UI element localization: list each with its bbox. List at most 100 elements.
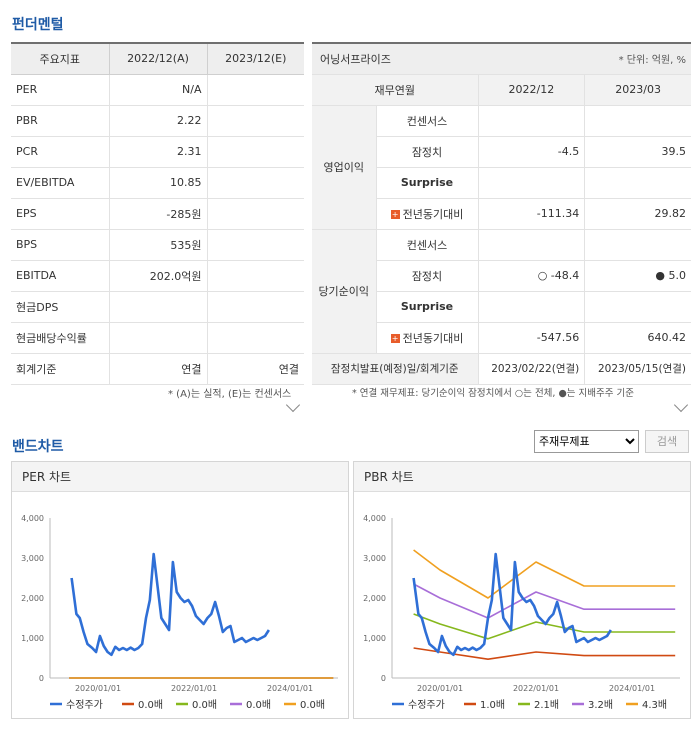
x-tick-label: 2022/01/01 [171,684,217,693]
legend-label: 1.0배 [480,699,505,711]
table-row: 잠정치발표(예정)일/회계기준 2023/02/22(연결) 2023/05/1… [312,353,691,385]
cell-value [206,260,304,292]
fundamentals-note: * (A)는 실적, (E)는 컨센서스 [168,389,292,400]
legend-label: 0.0배 [138,699,163,711]
legend-label: 3.2배 [588,699,613,711]
table-row: Surprise [312,291,691,323]
x-tick-label: 2022/01/01 [513,684,559,693]
cell-value: 연결 [108,353,207,385]
row-label: 잠정치발표(예정)일/회계기준 [312,353,479,385]
series-line-b3 [413,583,676,619]
cell-value [584,105,691,137]
group-label: 영업이익 [312,105,377,230]
cell-value: N/A [108,74,207,106]
chart-title: PBR 차트 [354,462,690,492]
row-label: 회계기준 [11,353,109,385]
col-header: 재무연월 [312,74,478,106]
table-row: 현금배당수익률 [11,322,304,354]
cell-value [206,74,304,106]
table-row: PCR 2.31 [11,136,304,168]
cell-value [206,167,304,199]
cell-value [478,229,586,261]
cell-value: 640.42 [584,322,691,354]
row-label: 현금DPS [11,291,109,323]
chart-title: PER 차트 [12,462,348,492]
legend-label: 4.3배 [642,699,667,711]
cell-value: 2.31 [108,136,207,168]
table-row: EV/EBITDA 10.85 [11,167,304,199]
cell-value [206,198,304,230]
cell-value: 2023/02/22(연결) [478,353,586,385]
cell-value [584,229,691,261]
row-label: 잠정치 [376,136,479,168]
table-row: 현금DPS [11,291,304,323]
y-tick-label: 3,000 [21,554,44,563]
cell-value [206,105,304,137]
expand-plus-icon[interactable]: + [390,210,400,219]
search-button[interactable]: 검색 [645,430,689,453]
table-row: + 전년동기대비 -547.56 640.42 [312,322,691,354]
y-tick-label: 3,000 [363,554,386,563]
table-row: 당기순이익 컨센서스 [312,229,691,354]
col-header: 2023/12(E) [206,43,304,75]
cell-value: 202.0억원 [108,260,207,292]
cell-value: 2.22 [108,105,207,137]
per-chart-panel: PER 차트 4,000 3,000 2,000 1,000 0 2020/01/01 20… [11,461,349,719]
pbr-chart-panel: PBR 차트 4,000 3,000 2,000 1,000 0 2020/01/01 20… [353,461,691,719]
earnings-table: 어닝서프라이즈 * 단위: 억원, % 재무연월 2022/12 2023/03… [312,42,691,385]
cell-value: -285원 [108,198,207,230]
cell-value: 535원 [108,229,207,261]
pbr-chart: 4,000 3,000 2,000 1,000 0 2020/01/01 2022/01/0… [363,514,680,711]
cell-value: 39.5 [584,136,691,168]
cell-value [478,105,586,137]
row-label: 전년동기대비 [402,331,464,345]
cell-value [206,291,304,323]
cell-value: -4.5 [478,136,586,168]
y-tick-label: 0 [39,674,44,683]
row-label: PCR [11,136,109,168]
earnings-note: * 연결 재무제표: 당기순이익 잠정치에서 ○는 전체, ●는 지배주주 기준 [352,388,634,399]
y-tick-label: 0 [381,674,386,683]
cell-value [108,322,207,354]
row-label: BPS [11,229,109,261]
expand-plus-icon[interactable]: + [390,334,400,343]
legend-label: 수정주가 [408,699,445,711]
row-label: 컨센서스 [376,229,479,261]
row-label: Surprise [376,291,479,323]
y-tick-label: 4,000 [363,514,386,523]
col-header: 2023/03 [584,74,691,106]
y-tick-label: 1,000 [363,634,386,643]
statement-select[interactable]: 주재무제표 [534,430,639,453]
y-tick-label: 2,000 [363,594,386,603]
cell-value: -547.56 [478,322,586,354]
cell-value: ● 5.0 [584,260,691,292]
fundamentals-table: 주요지표 2022/12(A) 2023/12(E) PER N/A PBR 2.2… [11,42,304,385]
series-line-price [70,552,270,657]
legend-label: 0.0배 [192,699,217,711]
legend-label: 수정주가 [66,699,103,711]
chevron-down-icon[interactable] [285,397,301,413]
col-header: 2022/12(A) [108,43,207,75]
table-row: EPS -285원 [11,198,304,230]
cell-value: 2023/05/15(연결) [584,353,691,385]
row-label: PBR [11,105,109,137]
x-tick-label: 2020/01/01 [75,684,121,693]
cell-value: 29.82 [584,198,691,230]
row-label: 전년동기대비 [402,207,464,221]
row-label: EBITDA [11,260,109,292]
row-label: PER [11,74,109,106]
cell-value [108,291,207,323]
table-row: PBR 2.22 [11,105,304,137]
cell-value: ○ -48.4 [478,260,586,292]
earnings-title: 어닝서프라이즈 [312,43,478,75]
group-label: 당기순이익 [312,229,377,354]
cell-value [206,322,304,354]
col-header: 주요지표 [11,43,109,75]
chevron-down-icon[interactable] [673,397,689,413]
per-chart: 4,000 3,000 2,000 1,000 0 2020/01/01 2022/01/0… [21,514,338,711]
row-label: EV/EBITDA [11,167,109,199]
earnings-unit: * 단위: 억원, % [478,43,691,75]
table-row: BPS 535원 [11,229,304,261]
row-label: Surprise [376,167,479,199]
series-line-b4 [413,549,676,599]
